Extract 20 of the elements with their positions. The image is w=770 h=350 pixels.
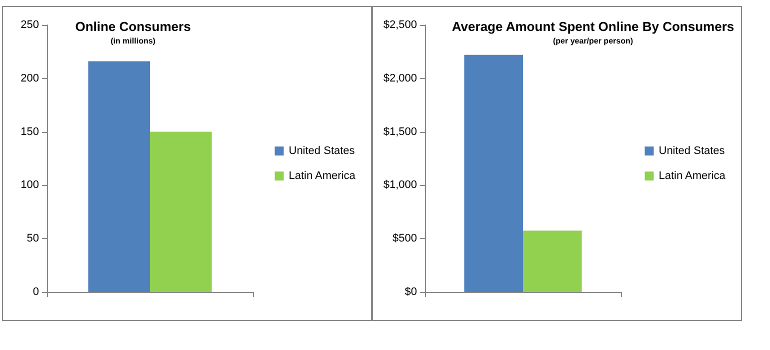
legend-label: Latin America — [288, 170, 356, 182]
y-tick-label: 100 — [20, 179, 39, 192]
text: (in millions) — [110, 36, 156, 46]
y-tick-label: $1,000 — [383, 179, 417, 192]
y-tick-label: 50 — [26, 232, 39, 245]
legend-label: United States — [288, 145, 356, 157]
chart-title: Online Consumers — [75, 19, 191, 34]
legend-label: Latin America — [658, 170, 726, 182]
y-tick-label: $1,500 — [383, 126, 417, 138]
text: (per year/per person) — [552, 36, 634, 46]
y-tick-label: 150 — [20, 126, 39, 138]
y-tick-label: $0 — [404, 286, 417, 298]
y-tick-label: $2,500 — [383, 19, 417, 31]
y-tick-label: 250 — [20, 19, 39, 31]
chart-title: Average Amount Spent Online By Consumers — [452, 19, 734, 34]
y-tick-label: $2,000 — [383, 72, 417, 84]
legend-label: United States — [658, 145, 726, 157]
y-tick-label: $500 — [392, 232, 417, 245]
y-tick-label: 0 — [32, 286, 39, 298]
y-tick-label: 200 — [20, 72, 39, 84]
